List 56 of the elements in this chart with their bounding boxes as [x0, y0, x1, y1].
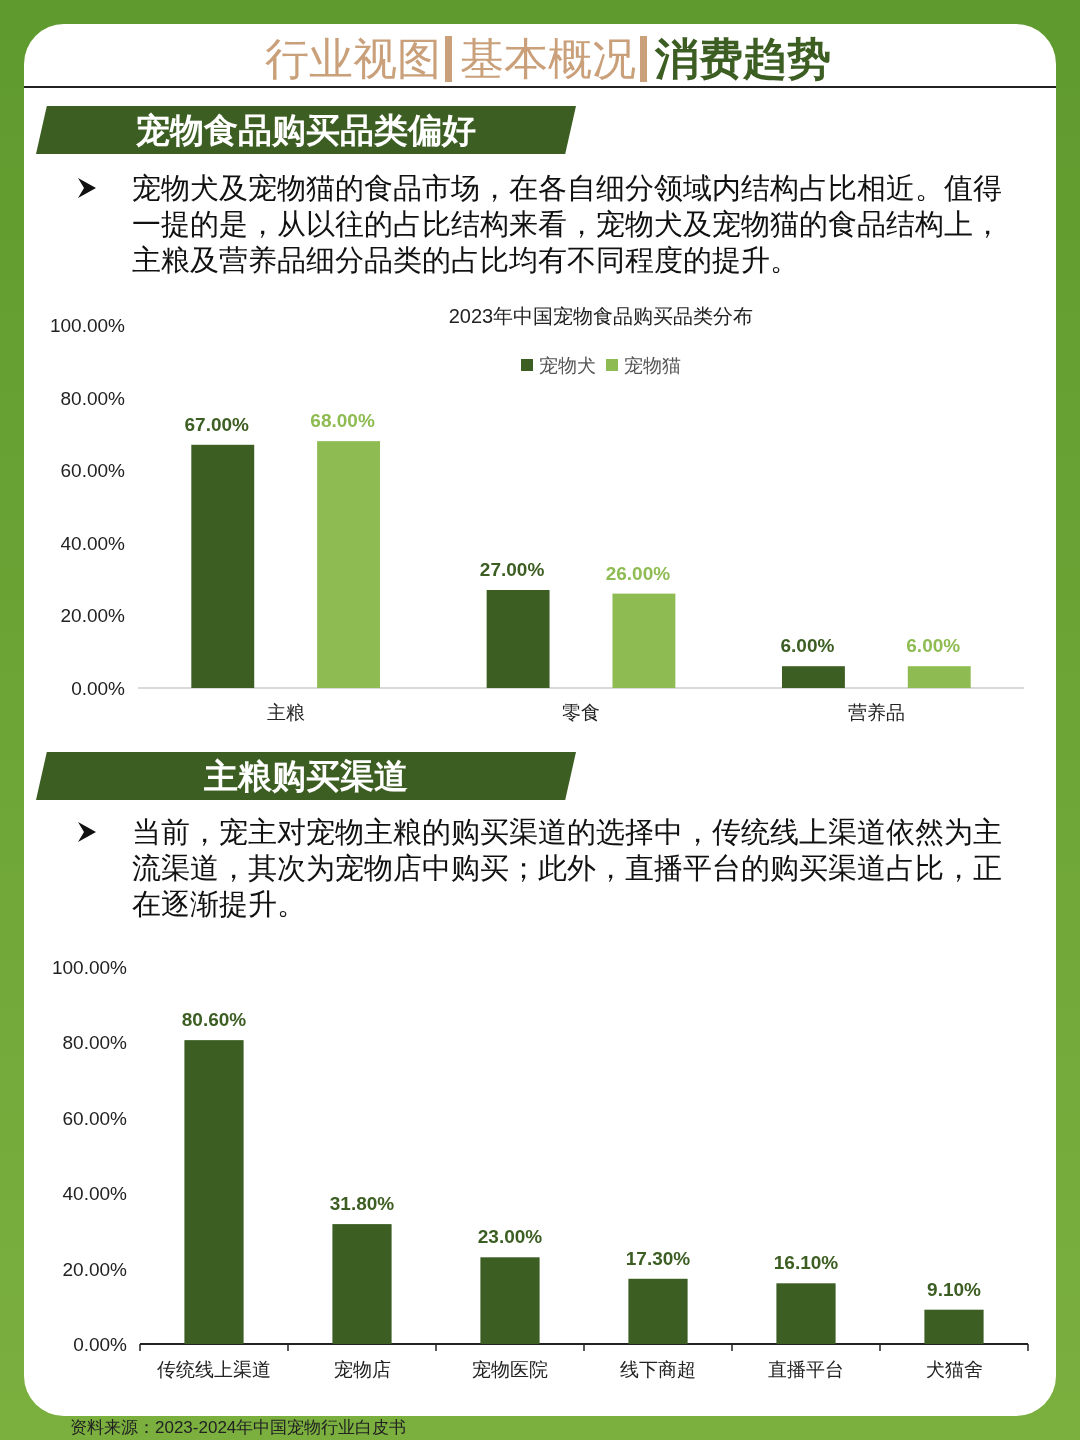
bar: [776, 1283, 836, 1344]
data-label: 27.00%: [479, 558, 545, 580]
y-tick-label: 100.00%: [49, 315, 126, 336]
y-tick-label: 100.00%: [51, 957, 128, 978]
chart-title: 2023年中国宠物食品购买品类分布: [448, 305, 754, 327]
data-label: 6.00%: [780, 635, 835, 657]
y-tick-label: 20.00%: [62, 1258, 128, 1280]
bar: [480, 1257, 540, 1344]
bar: [184, 1040, 244, 1344]
y-tick-label: 40.00%: [60, 532, 126, 554]
data-label: 31.80%: [329, 1193, 395, 1215]
text: 基本概况: [460, 33, 636, 85]
data-label: 16.10%: [773, 1252, 839, 1274]
text: 资料来源：2023-2024年中国宠物行业白皮书: [70, 1417, 407, 1439]
x-tick-label: 营养品: [847, 702, 905, 723]
data-label: 9.10%: [927, 1278, 982, 1300]
legend-label: 宠物猫: [624, 355, 681, 376]
bar: [781, 666, 845, 688]
data-label: 68.00%: [310, 410, 375, 432]
bar: [317, 441, 381, 688]
bar: [628, 1278, 688, 1344]
data-label: 23.00%: [477, 1226, 543, 1248]
bar: [332, 1224, 392, 1344]
text: 行业视图: [265, 33, 441, 85]
data-label: 17.30%: [625, 1247, 691, 1269]
y-tick-label: 80.00%: [60, 387, 126, 409]
x-tick-label: 零食: [562, 702, 600, 723]
data-label: 6.00%: [906, 635, 961, 657]
x-tick-label: 宠物医院: [472, 1359, 548, 1380]
x-tick-label: 直播平台: [768, 1359, 844, 1380]
x-tick-label: 宠物店: [333, 1359, 391, 1380]
x-tick-label: 犬猫舍: [925, 1359, 983, 1380]
bar: [612, 593, 676, 688]
data-label: 26.00%: [605, 562, 671, 584]
x-tick-label: 主粮: [266, 702, 305, 723]
bar: [191, 444, 255, 688]
y-tick-label: 80.00%: [62, 1032, 128, 1054]
y-tick-label: 0.00%: [71, 678, 126, 699]
bar: [907, 666, 971, 688]
y-tick-label: 60.00%: [60, 460, 126, 482]
y-tick-label: 20.00%: [60, 605, 126, 627]
data-label: 80.60%: [181, 1009, 247, 1031]
text: 宠物犬及宠物猫的食品市场，在各自细分领域内结构占比相近。值得一提的是，从以往的占比结构来看，宠物犬及宠物猫的食品结构上，主粮及营养品细分品类的占比均有不同程度的提升。: [132, 171, 1003, 278]
text: 宠物食品购买品类偏好: [36, 106, 576, 154]
bar: [924, 1309, 984, 1344]
x-tick-label: 传统线上渠道: [157, 1359, 271, 1380]
bar: [486, 589, 550, 688]
y-tick-label: 40.00%: [62, 1183, 128, 1205]
text: 主粮购买渠道: [36, 752, 576, 800]
x-tick-label: 线下商超: [620, 1359, 696, 1380]
y-tick-label: 0.00%: [73, 1334, 128, 1355]
text: 当前，宠主对宠物主粮的购买渠道的选择中，传统线上渠道依然为主流渠道，其次为宠物店中购买；此外，直播平台的购买渠道占比，正在逐渐提升。: [132, 815, 1003, 922]
data-label: 67.00%: [184, 413, 250, 435]
text: 消费趋势: [655, 33, 831, 85]
y-tick-label: 60.00%: [62, 1107, 128, 1129]
legend-label: 宠物犬: [539, 355, 596, 376]
